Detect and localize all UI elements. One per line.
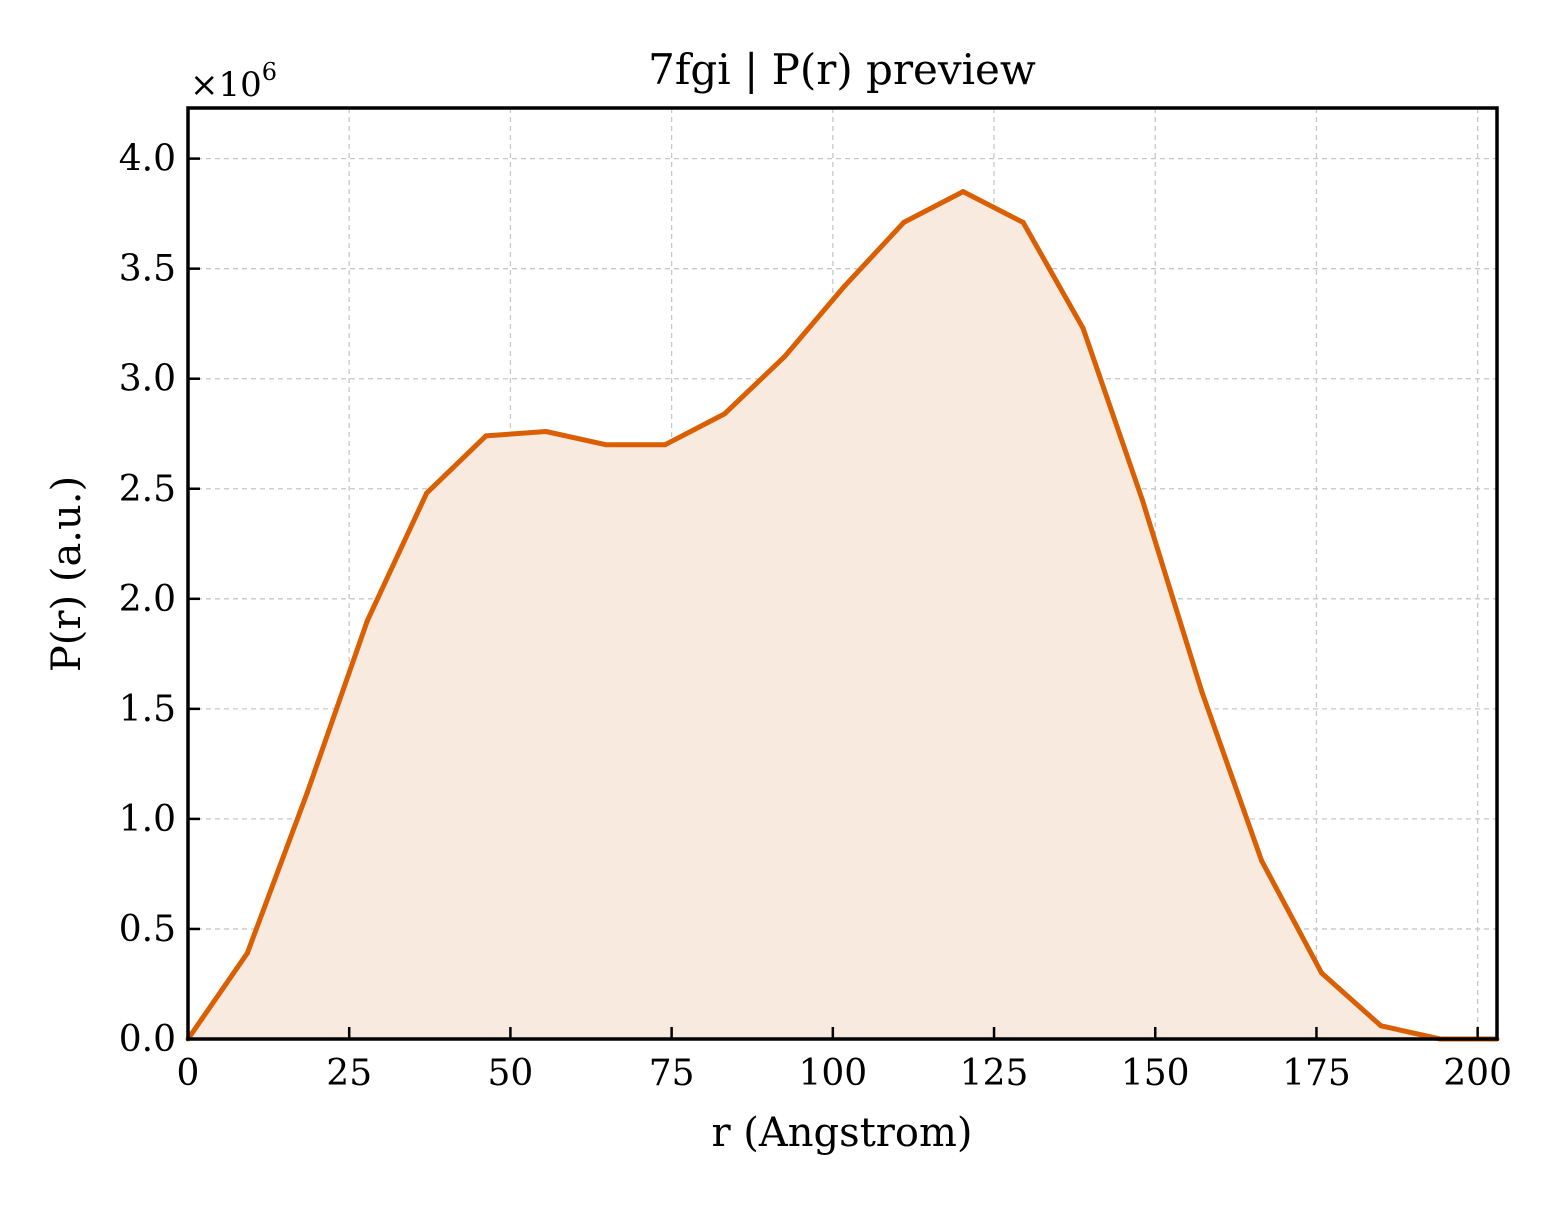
x-tick-label: 0 <box>177 1053 200 1094</box>
y-tick-label: 1.5 <box>119 689 176 730</box>
y-tick-label: 2.5 <box>119 469 176 510</box>
pr-data-point <box>244 950 250 956</box>
y-tick-label: 0.5 <box>119 909 176 950</box>
y-tick-label: 1.0 <box>119 799 176 840</box>
pr-data-point <box>1319 970 1325 976</box>
chart-title: 7fgi | P(r) preview <box>648 45 1036 94</box>
x-tick-label: 75 <box>649 1053 695 1094</box>
pr-data-point <box>304 790 310 795</box>
y-tick-label: 3.5 <box>119 249 176 290</box>
pr-data-point <box>424 490 430 496</box>
pr-data-point <box>841 283 847 289</box>
x-tick-label: 150 <box>1121 1053 1190 1094</box>
pr-data-point <box>1139 497 1145 503</box>
y-multiplier: ×106 <box>190 58 277 105</box>
plot-frame <box>186 106 1499 1041</box>
x-tick-label: 50 <box>488 1053 534 1094</box>
y-tick-label: 4.0 <box>119 139 176 180</box>
x-tick-label: 175 <box>1282 1053 1351 1094</box>
pr-area-fill <box>188 191 1497 1040</box>
y-tick-label: 3.0 <box>119 359 176 400</box>
pr-data-point <box>1259 858 1265 864</box>
pr-data-point <box>1378 1023 1384 1029</box>
x-tick-label: 200 <box>1443 1053 1512 1094</box>
x-axis-label: r (Angstrom) <box>711 1110 972 1156</box>
pr-data-point <box>662 442 668 448</box>
pr-data-point <box>782 354 787 360</box>
y-multiplier-exponent: 6 <box>262 58 277 86</box>
pr-data-point <box>960 189 966 195</box>
pr-data-point <box>543 429 549 434</box>
pr-data-point <box>1199 688 1205 694</box>
y-multiplier-base: ×10 <box>190 65 262 105</box>
y-tick-label: 0.0 <box>119 1019 176 1060</box>
pr-data-point <box>722 411 727 417</box>
tick-labels: 0 25 50 75 100 125 150 175 200 0.0 0.5 1.0 1.5 2.0 2.5… <box>119 139 1512 1094</box>
x-tick-label: 25 <box>326 1053 372 1094</box>
y-tick-label: 2.0 <box>119 579 176 620</box>
pr-data-point <box>364 618 370 624</box>
x-tick-label: 125 <box>960 1053 1029 1094</box>
x-tick-label: 100 <box>798 1053 867 1094</box>
pr-data-point <box>603 442 609 448</box>
pr-data-point <box>1080 325 1086 331</box>
y-axis-label: P(r) (a.u.) <box>44 476 90 672</box>
series-layer <box>185 189 1500 1042</box>
pr-data-point <box>1020 219 1026 225</box>
pr-data-point <box>901 219 907 225</box>
pr-data-point <box>483 433 489 439</box>
